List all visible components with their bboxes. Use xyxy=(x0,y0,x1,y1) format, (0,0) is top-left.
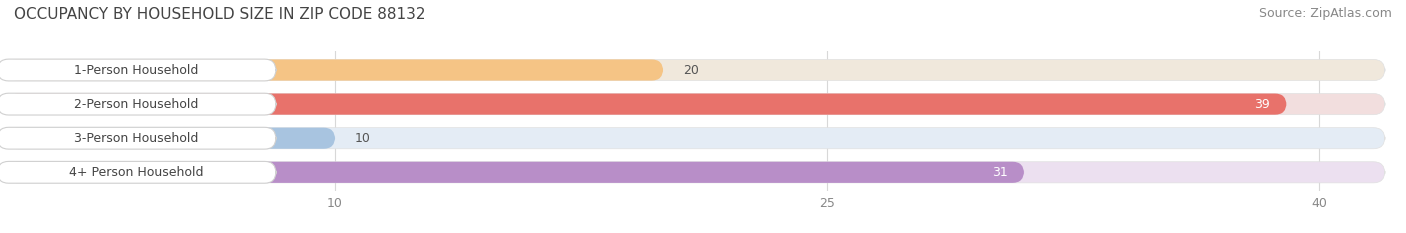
FancyBboxPatch shape xyxy=(0,59,276,81)
Text: 2-Person Household: 2-Person Household xyxy=(75,98,198,111)
Text: 10: 10 xyxy=(354,132,371,145)
FancyBboxPatch shape xyxy=(7,162,1024,183)
FancyBboxPatch shape xyxy=(7,59,664,81)
Text: 1-Person Household: 1-Person Household xyxy=(75,64,198,76)
FancyBboxPatch shape xyxy=(7,93,1385,115)
FancyBboxPatch shape xyxy=(7,128,1385,149)
Text: OCCUPANCY BY HOUSEHOLD SIZE IN ZIP CODE 88132: OCCUPANCY BY HOUSEHOLD SIZE IN ZIP CODE … xyxy=(14,7,426,22)
FancyBboxPatch shape xyxy=(7,162,1385,183)
FancyBboxPatch shape xyxy=(7,128,335,149)
Text: 39: 39 xyxy=(1254,98,1270,111)
Text: 20: 20 xyxy=(683,64,699,76)
FancyBboxPatch shape xyxy=(7,93,1286,115)
FancyBboxPatch shape xyxy=(0,127,276,149)
FancyBboxPatch shape xyxy=(0,93,276,115)
Text: 3-Person Household: 3-Person Household xyxy=(75,132,198,145)
FancyBboxPatch shape xyxy=(0,161,276,183)
Text: 31: 31 xyxy=(991,166,1008,179)
Text: Source: ZipAtlas.com: Source: ZipAtlas.com xyxy=(1258,7,1392,20)
FancyBboxPatch shape xyxy=(7,59,1385,81)
Text: 4+ Person Household: 4+ Person Household xyxy=(69,166,204,179)
